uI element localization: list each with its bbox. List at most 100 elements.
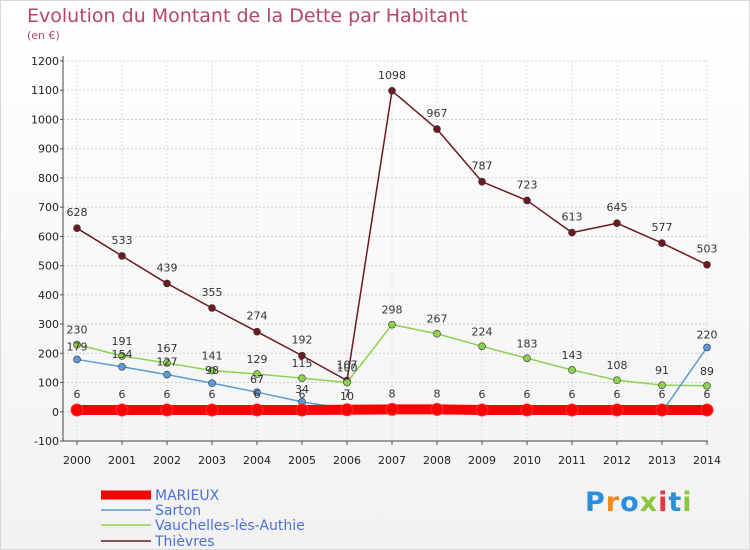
point-sarton	[163, 370, 171, 379]
point-marieux	[115, 403, 129, 417]
point-marieux	[610, 403, 624, 417]
data-label-vauchelles-l-s-authie: 100	[337, 362, 358, 375]
y-tick-label: 400	[38, 289, 59, 302]
point-vauchelles-l-s-authie	[388, 320, 396, 329]
point-thi-vres	[523, 196, 531, 205]
data-label-marieux: 8	[434, 387, 441, 400]
data-label-thi-vres: 628	[67, 206, 88, 219]
data-label-thi-vres: 107	[337, 358, 358, 371]
logo-letter: i	[682, 487, 693, 518]
axes: -100 0 100 200 300 400 500 600 700 800 900 1000 1100…	[31, 55, 721, 467]
logo-letter: i	[658, 487, 669, 518]
x-tick-label: 2000	[63, 454, 91, 467]
point-marieux	[655, 403, 669, 417]
data-label-marieux: 6	[704, 388, 711, 401]
proxiti-logo: Proxiti	[585, 487, 693, 518]
point-sarton	[703, 343, 711, 352]
point-vauchelles-l-s-authie	[523, 354, 531, 363]
data-label-marieux: 6	[119, 388, 126, 401]
point-marieux	[250, 403, 264, 417]
legend-label-thi-vres: Thièvres	[154, 534, 215, 549]
logo-letter: o	[620, 487, 640, 518]
data-label-thi-vres: 613	[562, 211, 583, 224]
point-marieux	[160, 403, 174, 417]
point-thi-vres	[73, 224, 81, 232]
x-tick-label: 2002	[153, 454, 181, 467]
data-label-marieux: 7	[344, 388, 351, 401]
data-label-thi-vres: 967	[427, 107, 448, 120]
data-label-thi-vres: 274	[247, 310, 268, 323]
data-label-marieux: 6	[74, 388, 81, 401]
data-label-thi-vres: 439	[157, 261, 178, 274]
data-label-marieux: 6	[164, 388, 171, 401]
x-tick-label: 2010	[513, 454, 541, 467]
logo-letter: x	[639, 487, 659, 518]
data-label-vauchelles-l-s-authie: 143	[562, 349, 583, 362]
point-vauchelles-l-s-authie	[658, 381, 666, 389]
data-label-sarton: 154	[112, 348, 133, 361]
point-thi-vres	[703, 260, 711, 269]
data-label-thi-vres: 503	[697, 243, 718, 256]
data-label-vauchelles-l-s-authie: 191	[112, 335, 133, 348]
data-labels: 6285334393552741921071098967787723613645…	[67, 69, 718, 403]
point-marieux	[520, 403, 534, 417]
point-marieux	[295, 403, 309, 417]
y-tick-label: 900	[38, 143, 59, 156]
data-label-vauchelles-l-s-authie: 167	[157, 342, 178, 355]
data-label-vauchelles-l-s-authie: 224	[472, 325, 493, 338]
logo-letter: t	[668, 487, 683, 518]
point-vauchelles-l-s-authie	[613, 376, 621, 385]
data-label-thi-vres: 1098	[378, 69, 406, 82]
data-label-sarton: 67	[250, 373, 264, 386]
y-tick-label: 1100	[31, 84, 59, 97]
data-label-vauchelles-l-s-authie: 108	[607, 359, 628, 372]
data-label-vauchelles-l-s-authie: 230	[67, 324, 88, 337]
data-label-sarton: 10	[340, 390, 354, 403]
point-marieux	[700, 403, 714, 417]
data-label-marieux: 6	[209, 388, 216, 401]
point-vauchelles-l-s-authie	[703, 381, 711, 390]
data-label-thi-vres: 787	[472, 160, 493, 173]
point-vauchelles-l-s-authie	[118, 352, 126, 360]
point-vauchelles-l-s-authie	[73, 340, 81, 349]
data-label-marieux: 6	[569, 388, 576, 401]
x-tick-label: 2001	[108, 454, 136, 467]
data-label-vauchelles-l-s-authie: 89	[700, 365, 714, 378]
point-thi-vres	[388, 87, 396, 95]
y-tick-label: 200	[38, 347, 59, 360]
x-tick-label: 2005	[288, 454, 316, 467]
x-tick-label: 2008	[423, 454, 451, 467]
data-label-thi-vres: 192	[292, 334, 313, 347]
data-label-vauchelles-l-s-authie: 141	[202, 350, 223, 363]
point-sarton	[118, 362, 126, 371]
data-label-vauchelles-l-s-authie: 267	[427, 313, 448, 326]
point-thi-vres	[568, 228, 576, 237]
data-label-sarton: 34	[295, 383, 309, 396]
data-label-vauchelles-l-s-authie: 91	[655, 364, 669, 377]
data-label-marieux: 6	[299, 388, 306, 401]
data-label-thi-vres: 355	[202, 286, 223, 299]
point-sarton	[208, 379, 216, 387]
data-label-sarton: 127	[157, 356, 178, 369]
chart-subtitle: (en €)	[27, 29, 60, 42]
data-label-vauchelles-l-s-authie: 183	[517, 337, 538, 350]
series-layer	[70, 87, 714, 417]
data-label-thi-vres: 577	[652, 221, 673, 234]
y-tick-label: 100	[38, 377, 59, 390]
x-tick-label: 2007	[378, 454, 406, 467]
x-tick-label: 2011	[558, 454, 586, 467]
point-marieux	[430, 402, 444, 416]
data-label-thi-vres: 645	[607, 201, 628, 214]
chart-title: Evolution du Montant de la Dette par Hab…	[27, 5, 468, 27]
point-thi-vres	[478, 177, 486, 186]
data-label-vauchelles-l-s-authie: 115	[292, 357, 313, 370]
point-marieux	[70, 403, 84, 417]
legend: MARIEUXSartonVauchelles-lès-AuthieThièvr…	[101, 488, 305, 549]
point-vauchelles-l-s-authie	[568, 366, 576, 374]
point-thi-vres	[613, 219, 621, 228]
point-thi-vres	[658, 239, 666, 247]
x-tick-label: 2014	[693, 454, 721, 467]
y-tick-label: 600	[38, 230, 59, 243]
